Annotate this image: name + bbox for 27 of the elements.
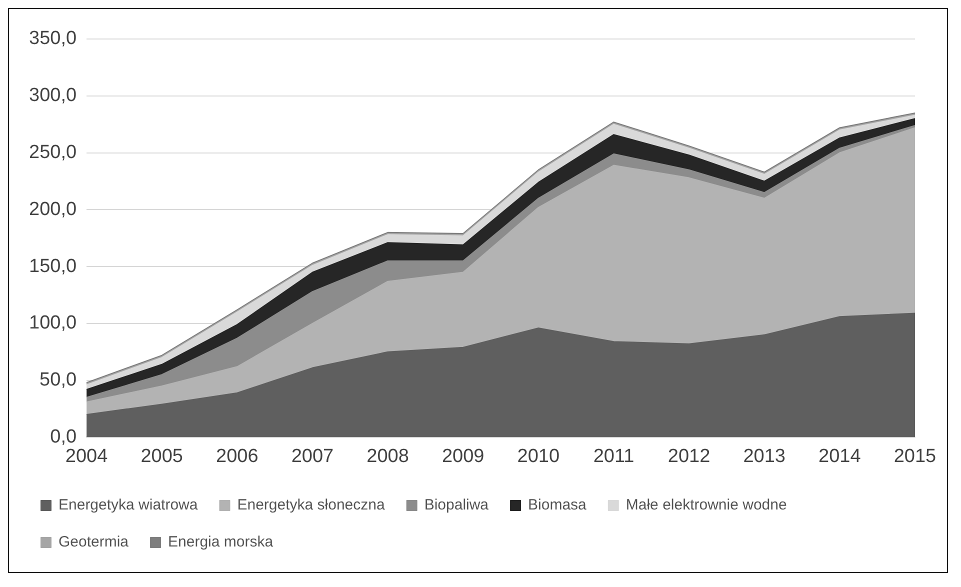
legend-label: Energetyka słoneczna bbox=[237, 496, 386, 514]
x-tick-label: 2004 bbox=[65, 446, 108, 467]
y-tick-label: 350,0 bbox=[29, 28, 77, 50]
y-tick-label: 200,0 bbox=[29, 198, 77, 220]
x-tick-label: 2005 bbox=[140, 446, 183, 467]
y-tick-label: 0,0 bbox=[50, 426, 77, 448]
x-tick-label: 2015 bbox=[894, 446, 936, 467]
x-tick-label: 2014 bbox=[818, 446, 862, 467]
legend-label: Biopaliwa bbox=[424, 496, 490, 514]
x-tick-label: 2010 bbox=[517, 446, 560, 467]
y-tick-label: 250,0 bbox=[29, 142, 77, 164]
y-tick-label: 50,0 bbox=[40, 370, 77, 391]
x-tick-label: 2013 bbox=[743, 446, 786, 467]
x-tick-label: 2008 bbox=[366, 446, 409, 467]
legend-label: Geotermia bbox=[58, 534, 130, 551]
legend-label: Energetyka wiatrowa bbox=[58, 496, 198, 514]
legend-label: Energia morska bbox=[168, 534, 274, 551]
legend-label: Biomasa bbox=[528, 496, 588, 514]
x-tick-label: 2011 bbox=[593, 446, 634, 467]
y-tick-label: 300,0 bbox=[29, 85, 77, 106]
legend-label: Małe elektrownie wodne bbox=[626, 496, 787, 514]
x-tick-label: 2009 bbox=[442, 446, 484, 467]
y-tick-label: 100,0 bbox=[29, 312, 77, 334]
x-tick-label: 2006 bbox=[216, 446, 258, 467]
x-tick-label: 2007 bbox=[291, 446, 334, 467]
y-tick-label: 150,0 bbox=[29, 256, 77, 277]
x-tick-label: 2012 bbox=[668, 446, 710, 467]
